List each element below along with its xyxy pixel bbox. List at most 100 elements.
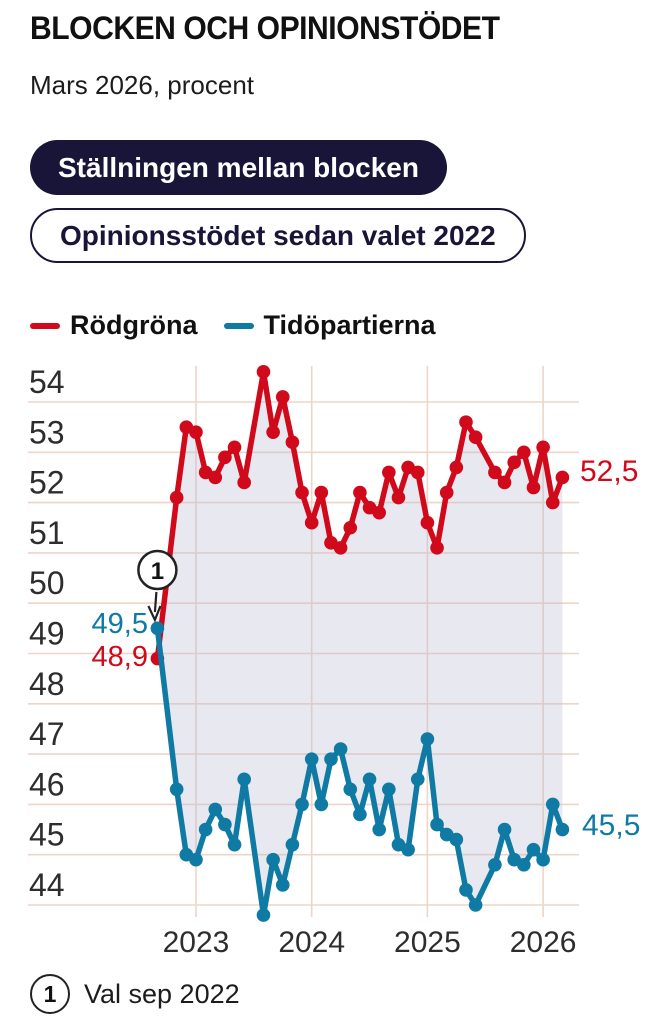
data-point-tidopartierna	[237, 772, 251, 787]
tab-stallningen-mellan-blocken[interactable]: Ställningen mellan blocken	[30, 140, 447, 195]
y-tick-label: 54	[29, 364, 65, 400]
data-point-rodgrona	[420, 515, 435, 530]
data-point-rodgrona	[459, 415, 473, 429]
data-point-tidopartierna	[295, 797, 309, 812]
legend-line-icon	[30, 322, 60, 329]
y-tick-label: 53	[29, 414, 65, 450]
x-tick-label: 2025	[394, 926, 461, 959]
data-point-tidopartierna	[401, 842, 415, 857]
legend-label: Tidöpartierna	[263, 310, 436, 340]
x-tick-label: 2026	[510, 926, 577, 959]
chart-footnote: 1 Val sep 2022	[30, 974, 240, 1014]
data-point-rodgrona	[536, 440, 550, 455]
annotation-marker-circle	[137, 549, 178, 591]
data-point-tidopartierna	[488, 857, 502, 872]
y-tick-label: 49	[29, 616, 65, 652]
data-point-tidopartierna	[526, 842, 541, 857]
y-tick-label: 48	[29, 666, 65, 702]
data-point-rodgrona	[333, 541, 348, 555]
data-point-rodgrona	[189, 425, 203, 439]
data-point-tidopartierna	[218, 817, 232, 832]
data-point-rodgrona	[275, 390, 290, 404]
data-point-tidopartierna	[372, 822, 386, 837]
data-point-tidopartierna	[150, 621, 165, 636]
data-point-tidopartierna	[324, 752, 338, 766]
legend-line-icon	[223, 322, 254, 329]
legend-item-tidopartierna: Tidöpartierna	[223, 310, 436, 341]
data-point-tidopartierna	[227, 837, 242, 852]
data-point-rodgrona	[430, 541, 444, 555]
data-point-rodgrona	[497, 475, 512, 490]
data-point-tidopartierna	[198, 822, 213, 837]
area-between-blocs	[157, 371, 563, 916]
data-point-tidopartierna	[468, 898, 483, 912]
end-value-label-tidopartierna: 45,5	[582, 809, 640, 842]
data-point-rodgrona	[526, 480, 541, 495]
page-title: BLOCKEN OCH OPINIONSTÖDET	[30, 10, 500, 46]
data-point-tidopartierna	[362, 772, 377, 787]
y-tick-label: 44	[29, 867, 65, 903]
data-point-tidopartierna	[536, 852, 550, 867]
data-point-tidopartierna	[189, 852, 203, 867]
data-point-rodgrona	[372, 505, 386, 520]
y-tick-label: 46	[29, 766, 65, 802]
tab-opinionsstodet-sedan-valet[interactable]: Opinionsstödet sedan valet 2022	[30, 208, 526, 263]
data-point-rodgrona	[468, 430, 483, 445]
data-point-tidopartierna	[266, 852, 280, 867]
data-point-tidopartierna	[333, 742, 348, 756]
data-point-rodgrona	[517, 445, 531, 460]
data-point-rodgrona	[266, 425, 280, 439]
data-point-rodgrona	[256, 365, 271, 379]
data-point-tidopartierna	[410, 772, 425, 787]
data-point-tidopartierna	[497, 822, 512, 837]
chart-legend: Rödgröna Tidöpartierna	[30, 310, 448, 341]
x-tick-label: 2024	[278, 926, 345, 959]
data-point-rodgrona	[169, 490, 184, 505]
series-line-tidopartierna	[154, 625, 566, 918]
data-point-rodgrona	[237, 475, 251, 490]
end-value-label-rodgrona: 52,5	[580, 455, 638, 488]
data-point-tidopartierna	[430, 817, 444, 832]
data-point-tidopartierna	[169, 782, 184, 797]
data-point-tidopartierna	[517, 857, 531, 872]
data-point-tidopartierna	[420, 732, 435, 746]
data-point-tidopartierna	[545, 797, 560, 812]
data-point-rodgrona	[439, 485, 454, 500]
data-point-rodgrona	[295, 485, 309, 500]
data-point-rodgrona	[391, 490, 406, 505]
data-point-rodgrona	[410, 465, 425, 480]
legend-label: Rödgröna	[70, 310, 198, 340]
chart-subtitle: Mars 2026, procent	[30, 70, 255, 100]
data-point-rodgrona	[545, 495, 560, 510]
x-tick-label: 2023	[163, 926, 230, 959]
data-point-tidopartierna	[459, 883, 473, 897]
data-point-tidopartierna	[275, 878, 290, 892]
legend-item-rodgrona: Rödgröna	[30, 310, 198, 341]
data-point-rodgrona	[488, 465, 502, 480]
data-point-rodgrona	[227, 440, 242, 455]
annotation-arrowhead	[147, 605, 162, 623]
data-point-tidopartierna	[555, 822, 570, 837]
annotation-arrow	[153, 591, 158, 613]
data-point-tidopartierna	[382, 782, 396, 797]
data-point-rodgrona	[555, 470, 570, 485]
y-tick-label: 50	[29, 565, 65, 601]
footnote-text: Val sep 2022	[84, 978, 240, 1009]
data-point-tidopartierna	[343, 782, 358, 797]
start-value-label-rodgrona: 48,9	[92, 641, 148, 673]
data-point-rodgrona	[304, 515, 319, 530]
line-chart: 44 45 46 47 48 49 50 51 52 53 54 2023 2024 2025 2026 49…	[28, 364, 640, 959]
data-point-tidopartierna	[256, 908, 271, 922]
data-point-rodgrona	[343, 520, 358, 535]
footnote-marker-1: 1	[30, 974, 70, 1014]
data-point-rodgrona	[208, 470, 223, 485]
annotation-marker-number: 1	[151, 558, 164, 585]
data-point-tidopartierna	[353, 807, 367, 822]
data-point-rodgrona	[507, 455, 521, 470]
tab-label: Opinionsstödet sedan valet 2022	[60, 219, 496, 251]
data-point-tidopartierna	[285, 837, 300, 852]
data-point-tidopartierna	[208, 802, 223, 817]
y-tick-label: 52	[29, 465, 65, 501]
data-point-rodgrona	[314, 485, 329, 500]
data-point-tidopartierna	[314, 797, 329, 812]
